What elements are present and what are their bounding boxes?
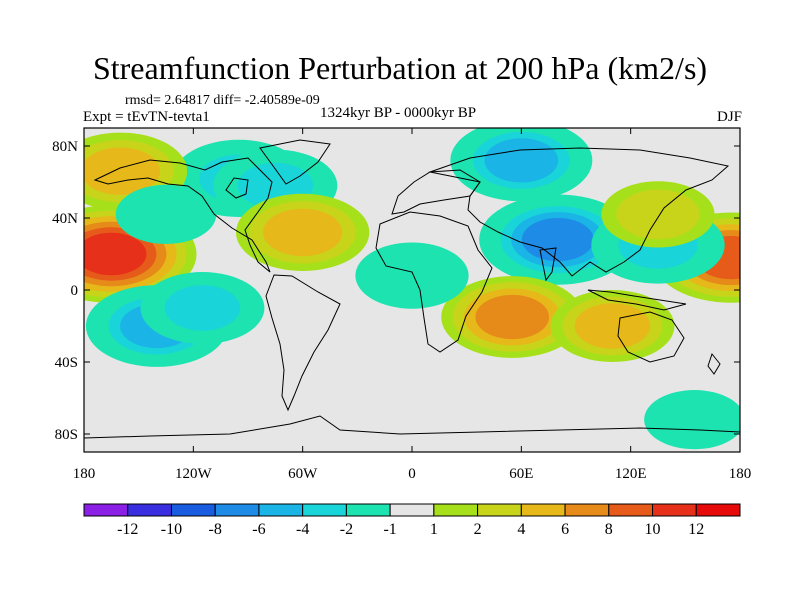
y-tick-label: 80S xyxy=(55,427,78,443)
coastline-north-america xyxy=(93,157,273,273)
colorbar-swatch xyxy=(258,503,304,517)
anomaly-center xyxy=(479,194,637,285)
contour-band xyxy=(484,138,559,183)
colorbar-label: -8 xyxy=(209,521,222,538)
plot-area xyxy=(84,128,740,452)
colorbar-swatch xyxy=(608,503,654,517)
colorbar-label: -12 xyxy=(117,521,138,538)
coastline-greenland xyxy=(259,139,331,185)
coastline-australia xyxy=(617,311,685,363)
colorbar-swatch xyxy=(433,503,479,517)
colorbar-swatch xyxy=(652,503,697,517)
colorbar-label: 4 xyxy=(517,521,525,538)
x-tick-label: 120E xyxy=(615,466,647,482)
experiment-label: Expt = tEvTN-tevta1 xyxy=(83,109,210,125)
stats-label: rmsd= 2.64817 diff= -2.40589e-09 xyxy=(125,93,320,108)
anomaly-center xyxy=(355,242,469,309)
colorbar-label: 8 xyxy=(605,521,613,538)
colorbar-swatch xyxy=(302,503,347,517)
colorbar-label: 12 xyxy=(688,521,704,538)
x-tick-label: 60E xyxy=(509,466,533,482)
contour-band xyxy=(128,191,204,238)
anomaly-center xyxy=(644,390,740,450)
contour-band xyxy=(370,250,454,301)
anomaly-center xyxy=(450,128,593,202)
contour-band xyxy=(656,396,733,443)
colorbar-label: -4 xyxy=(296,521,309,538)
coastline-indonesia xyxy=(587,289,687,311)
colorbar-label: 2 xyxy=(474,521,482,538)
anomaly-center xyxy=(140,272,265,344)
period-label: 1324kyr BP - 0000kyr BP xyxy=(320,105,477,121)
coastline-africa xyxy=(375,211,493,353)
anomaly-field xyxy=(84,128,740,450)
colorbar-swatch xyxy=(127,503,172,517)
contour-band xyxy=(616,189,700,240)
x-tick-label: 0 xyxy=(408,466,416,482)
colorbar-swatch xyxy=(170,503,216,517)
anomaly-center xyxy=(235,193,370,271)
x-tick-label: 180 xyxy=(73,466,96,482)
x-tick-label: 120W xyxy=(175,466,213,482)
contour-band xyxy=(164,285,241,331)
chart-title: Streamfunction Perturbation at 200 hPa (… xyxy=(92,50,708,86)
colorbar-label: -1 xyxy=(383,521,396,538)
colorbar-swatch xyxy=(214,503,260,517)
colorbar-swatch xyxy=(389,503,435,517)
colorbar-label: -2 xyxy=(340,521,353,538)
x-tick-label: 60W xyxy=(288,466,318,482)
anomaly-center xyxy=(115,184,217,244)
season-label: DJF xyxy=(716,109,742,125)
y-axis: 80N 40N 0 40S 80S xyxy=(52,139,740,443)
y-tick-label: 0 xyxy=(71,283,79,299)
colorbar-swatch xyxy=(477,503,522,517)
colorbar: -12 -10 -8 -6 -4 -2 -1 1 2 4 6 8 10 12 xyxy=(83,503,741,538)
colorbar-label: 1 xyxy=(430,521,438,538)
y-tick-label: 40N xyxy=(52,211,78,227)
colorbar-label: -10 xyxy=(161,521,182,538)
contour-band xyxy=(521,218,594,262)
contour-band xyxy=(84,232,147,276)
colorbar-swatch xyxy=(83,503,129,517)
y-tick-label: 80N xyxy=(52,139,78,155)
anomaly-center xyxy=(550,290,675,362)
anomaly-center xyxy=(441,276,584,358)
x-tick-label: 180 xyxy=(729,466,752,482)
coastline-india xyxy=(539,247,557,282)
colorbar-label: 10 xyxy=(645,521,661,538)
coastlines xyxy=(84,139,740,439)
colorbar-swatch xyxy=(564,503,610,517)
coastline-hudson-bay xyxy=(225,177,249,199)
contour-band xyxy=(263,208,343,257)
anomaly-center xyxy=(601,181,715,248)
colorbar-swatch xyxy=(345,503,391,517)
colorbar-label: -6 xyxy=(252,521,265,538)
colorbar-swatch xyxy=(695,503,741,517)
x-axis: 180 120W 60W 0 60E 120E 180 xyxy=(73,128,752,482)
colorbar-swatch xyxy=(520,503,566,517)
contour-band xyxy=(84,147,161,195)
coastline-antarctica xyxy=(84,415,740,439)
colorbar-label: 6 xyxy=(561,521,569,538)
contour-band xyxy=(574,303,651,349)
y-tick-label: 40S xyxy=(55,355,78,371)
contour-band xyxy=(475,294,550,340)
coastline-south-america xyxy=(265,274,341,412)
coastline-new-zealand xyxy=(707,352,721,375)
coastline-asia xyxy=(428,147,730,277)
